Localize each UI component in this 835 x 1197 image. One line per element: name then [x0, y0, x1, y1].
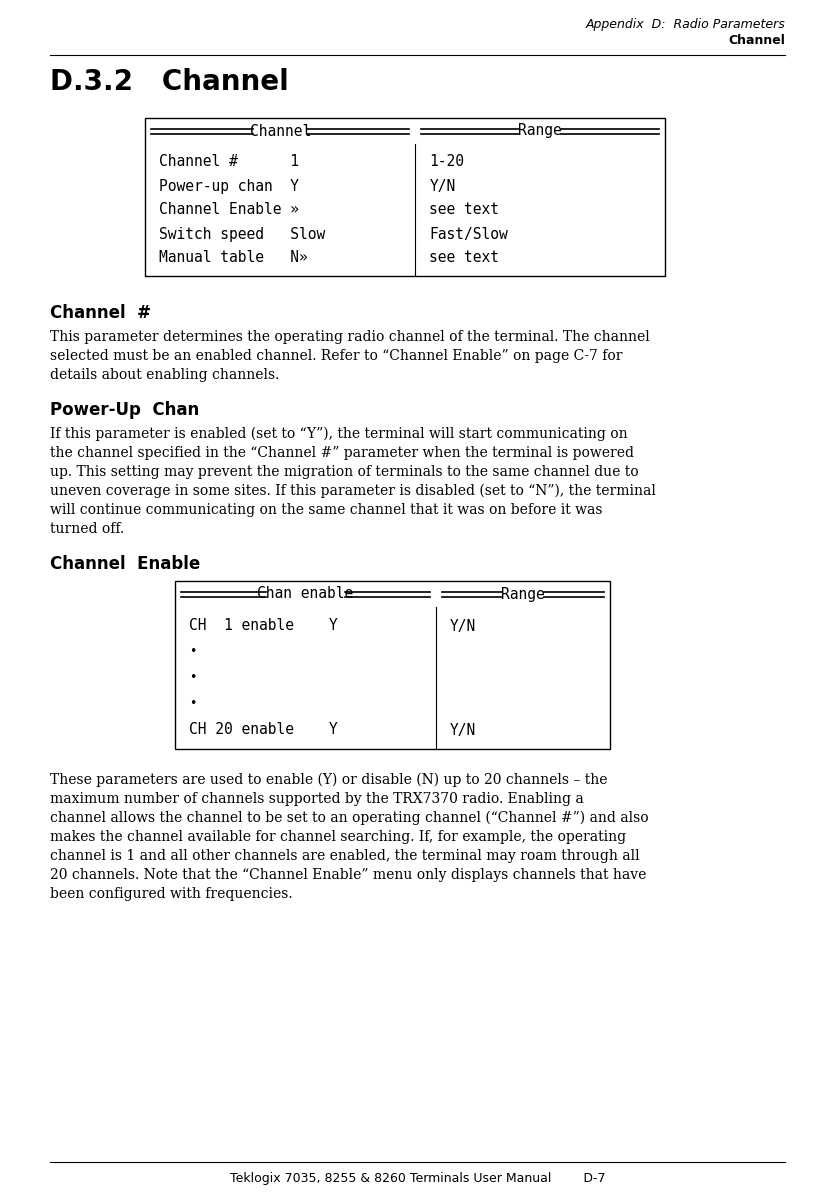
Text: makes the channel available for channel searching. If, for example, the operatin: makes the channel available for channel … — [50, 830, 626, 844]
Text: maximum number of channels supported by the TRX7370 radio. Enabling a: maximum number of channels supported by … — [50, 792, 584, 806]
Text: CH 20 enable    Y: CH 20 enable Y — [189, 723, 337, 737]
Text: •: • — [189, 672, 196, 685]
Text: Channel: Channel — [250, 123, 311, 139]
Text: up. This setting may prevent the migration of terminals to the same channel due : up. This setting may prevent the migrati… — [50, 464, 639, 479]
Text: Power-Up  Chan: Power-Up Chan — [50, 401, 200, 419]
Text: Channel: Channel — [728, 34, 785, 47]
Text: Appendix  D:  Radio Parameters: Appendix D: Radio Parameters — [585, 18, 785, 31]
Text: CH  1 enable    Y: CH 1 enable Y — [189, 619, 337, 633]
Text: will continue communicating on the same channel that it was on before it was: will continue communicating on the same … — [50, 503, 603, 517]
Text: Power-up chan  Y: Power-up chan Y — [159, 178, 299, 194]
Text: •: • — [189, 698, 196, 711]
Text: turned off.: turned off. — [50, 522, 124, 536]
Text: see text: see text — [429, 250, 499, 266]
Text: Switch speed   Slow: Switch speed Slow — [159, 226, 326, 242]
Text: selected must be an enabled channel. Refer to “Channel Enable” on page C-7 for: selected must be an enabled channel. Ref… — [50, 350, 623, 363]
Text: channel is 1 and all other channels are enabled, the terminal may roam through a: channel is 1 and all other channels are … — [50, 849, 640, 863]
Text: channel allows the channel to be set to an operating channel (“Channel #”) and a: channel allows the channel to be set to … — [50, 812, 649, 826]
Text: Range: Range — [501, 587, 545, 602]
Text: Y/N: Y/N — [429, 178, 456, 194]
Text: details about enabling channels.: details about enabling channels. — [50, 367, 280, 382]
Text: 20 channels. Note that the “Channel Enable” menu only displays channels that hav: 20 channels. Note that the “Channel Enab… — [50, 868, 646, 882]
Text: been configured with frequencies.: been configured with frequencies. — [50, 887, 292, 901]
Bar — [145, 119, 665, 277]
Text: Teklogix 7035, 8255 & 8260 Terminals User Manual        D-7: Teklogix 7035, 8255 & 8260 Terminals Use… — [230, 1172, 605, 1185]
Text: Y/N: Y/N — [450, 619, 476, 633]
Text: •: • — [189, 645, 196, 658]
Text: Chan enable: Chan enable — [257, 587, 354, 602]
Text: see text: see text — [429, 202, 499, 218]
Text: Channel  #: Channel # — [50, 304, 151, 322]
Text: Range: Range — [519, 123, 562, 139]
Text: the channel specified in the “Channel #” parameter when the terminal is powered: the channel specified in the “Channel #”… — [50, 446, 634, 460]
Bar — [175, 581, 610, 749]
Text: These parameters are used to enable (Y) or disable (N) up to 20 channels – the: These parameters are used to enable (Y) … — [50, 773, 608, 788]
Text: Manual table   N»: Manual table N» — [159, 250, 308, 266]
Text: Channel Enable »: Channel Enable » — [159, 202, 299, 218]
Text: Channel #      1: Channel # 1 — [159, 154, 299, 170]
Text: Channel  Enable: Channel Enable — [50, 555, 200, 573]
Text: uneven coverage in some sites. If this parameter is disabled (set to “N”), the t: uneven coverage in some sites. If this p… — [50, 484, 655, 498]
Text: If this parameter is enabled (set to “Y”), the terminal will start communicating: If this parameter is enabled (set to “Y”… — [50, 427, 628, 442]
Text: This parameter determines the operating radio channel of the terminal. The chann: This parameter determines the operating … — [50, 330, 650, 344]
Text: Y/N: Y/N — [450, 723, 476, 737]
Text: 1-20: 1-20 — [429, 154, 464, 170]
Text: D.3.2   Channel: D.3.2 Channel — [50, 68, 289, 96]
Text: Fast/Slow: Fast/Slow — [429, 226, 509, 242]
